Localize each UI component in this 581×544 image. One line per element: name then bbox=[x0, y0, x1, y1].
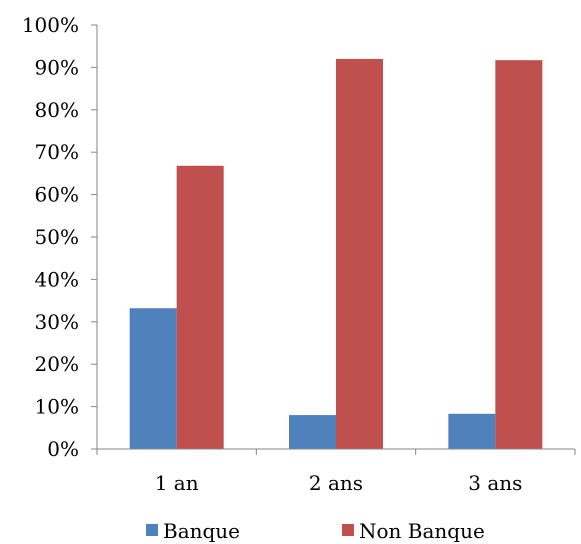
y-tick-label: 10% bbox=[35, 395, 79, 419]
bar-banque bbox=[129, 308, 177, 449]
y-axis: 0% 10% 20% 30% 40% 50% 60% 70% 80% 90% 100% bbox=[22, 13, 97, 461]
bar-non-banque bbox=[336, 58, 383, 450]
legend-label: Banque bbox=[163, 519, 240, 543]
y-tick-label: 50% bbox=[35, 225, 79, 249]
bar-non-banque bbox=[176, 165, 224, 449]
legend-label: Non Banque bbox=[359, 519, 485, 543]
y-tick-label: 40% bbox=[35, 267, 79, 291]
bar-non-banque bbox=[495, 60, 543, 449]
y-tick-label: 30% bbox=[35, 310, 79, 334]
y-tick-label: 20% bbox=[35, 352, 79, 376]
y-tick-label: 70% bbox=[35, 140, 79, 164]
y-tick-label: 80% bbox=[35, 98, 79, 122]
axes bbox=[96, 25, 576, 455]
x-tick-label: 1 an bbox=[155, 471, 199, 495]
legend: Banque Non Banque bbox=[146, 519, 485, 543]
bars bbox=[129, 58, 543, 450]
legend-swatch bbox=[342, 524, 354, 536]
legend-swatch bbox=[146, 524, 158, 536]
y-tick-label: 100% bbox=[22, 13, 79, 37]
x-tick-label: 3 ans bbox=[468, 471, 522, 495]
y-tick-label: 0% bbox=[47, 437, 79, 461]
y-tick-label: 60% bbox=[35, 183, 79, 207]
y-tick-label: 90% bbox=[35, 55, 79, 79]
bar-banque bbox=[448, 413, 496, 449]
bar-banque bbox=[289, 415, 336, 449]
x-tick-label: 2 ans bbox=[309, 471, 363, 495]
x-axis: 1 an 2 ans 3 ans bbox=[155, 471, 523, 495]
